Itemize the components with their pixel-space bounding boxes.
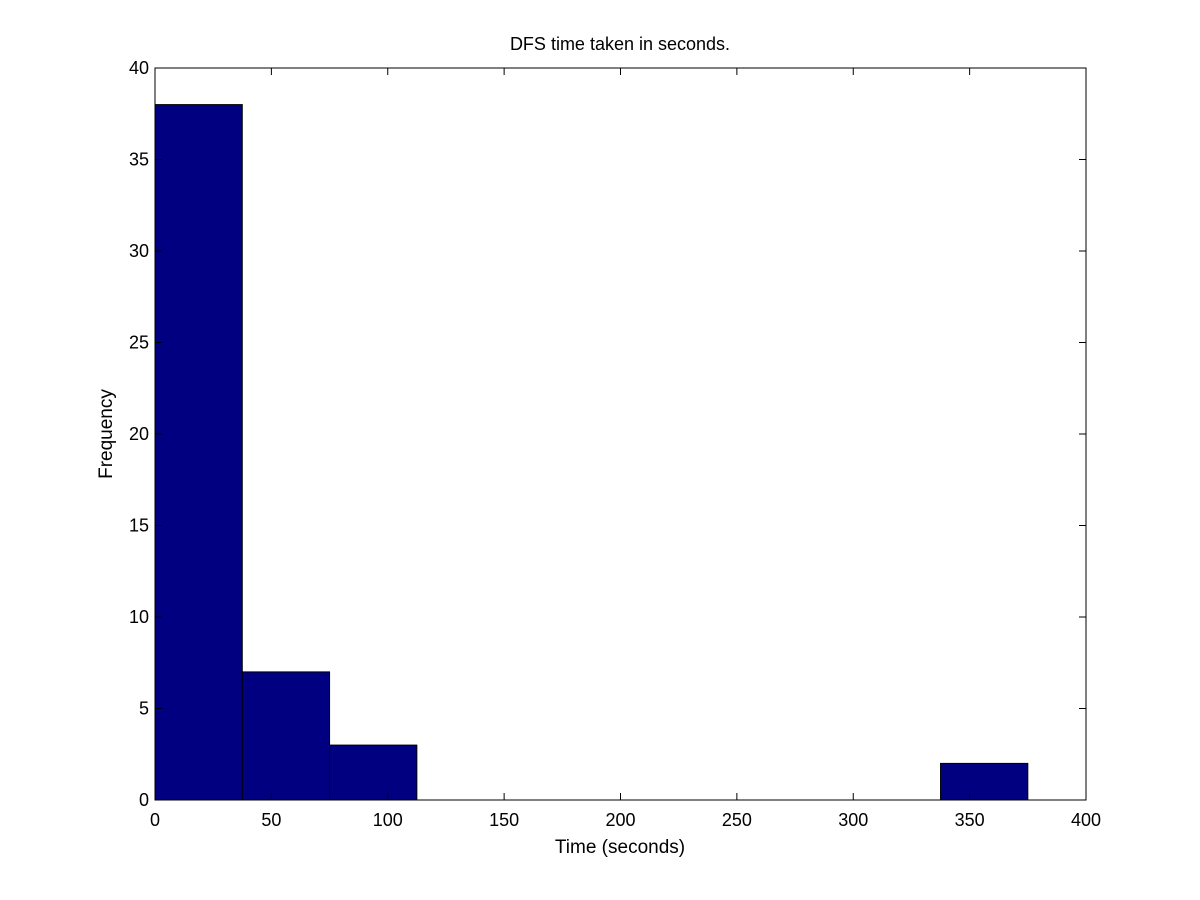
x-tick-label-8: 400 (1071, 810, 1101, 830)
x-tick-label-5: 250 (722, 810, 752, 830)
y-tick-label-6: 30 (129, 241, 149, 261)
y-tick-label-5: 25 (129, 333, 149, 353)
y-tick-label-3: 15 (129, 516, 149, 536)
x-tick-label-4: 200 (605, 810, 635, 830)
y-tick-label-1: 5 (139, 699, 149, 719)
plot-frame (154, 67, 1087, 801)
x-tick-label-2: 100 (373, 810, 403, 830)
x-axis-title: Time (seconds) (555, 837, 685, 858)
histogram-bar-0 (154, 104, 243, 801)
y-tick-label-7: 35 (129, 150, 149, 170)
y-tick-label-4: 20 (129, 424, 149, 444)
x-tick-label-7: 350 (955, 810, 985, 830)
y-tick-label-2: 10 (129, 607, 149, 627)
histogram-bar-9 (940, 762, 1029, 801)
chart-title: DFS time taken in seconds. (510, 34, 730, 54)
x-tick-label-0: 0 (150, 810, 160, 830)
bars-layer (154, 104, 1029, 801)
y-tick-label-8: 40 (129, 58, 149, 78)
x-tick-label-3: 150 (489, 810, 519, 830)
histogram-bar-2 (329, 744, 418, 801)
histogram-bar-1 (241, 671, 331, 801)
x-tick-label-6: 300 (838, 810, 868, 830)
y-axis-title: Frequency (96, 389, 117, 479)
y-tick-label-0: 0 (139, 790, 149, 810)
x-tick-label-1: 50 (261, 810, 281, 830)
ticks-layer: 0 50 100 150 200 250 300 350 400 0 5 10 15 20 25 30 35 40 (129, 58, 1101, 830)
